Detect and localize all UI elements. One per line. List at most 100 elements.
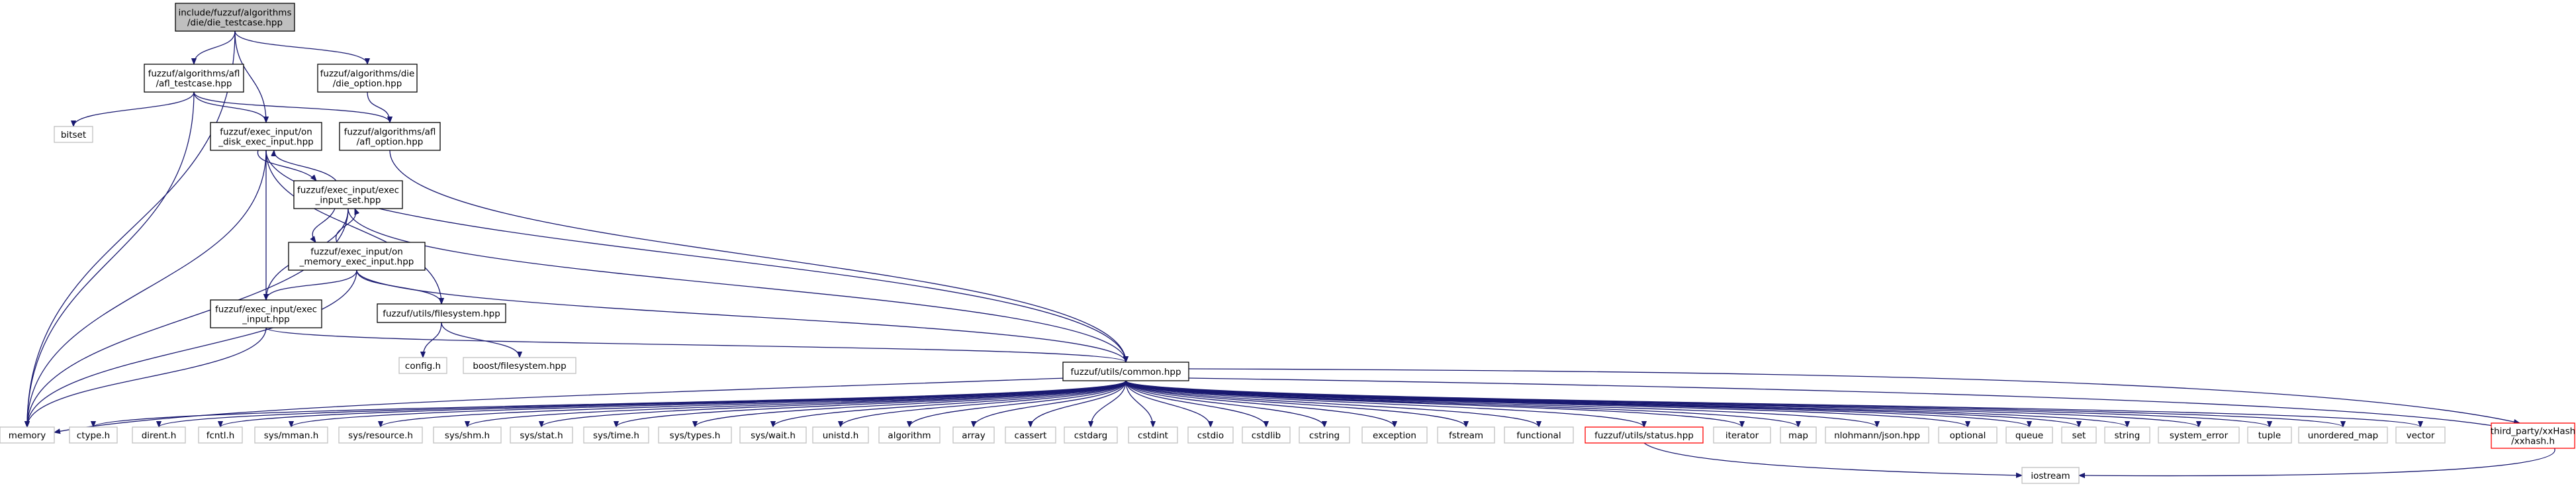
edge-path [274, 150, 337, 181]
edge-path [1125, 380, 1644, 428]
node-box [1187, 426, 1234, 444]
node-label: queue [2015, 430, 2043, 441]
node-box [1361, 426, 1428, 444]
edge-common-to-memory [54, 377, 1066, 432]
node-json: nlohmann/json.hpp [1825, 426, 1929, 444]
node-label: include/fuzzuf/algorithms [179, 8, 292, 19]
edge-common-to-fstream [1125, 380, 1466, 428]
edge-path [974, 380, 1127, 428]
node-label: cassert [1015, 430, 1047, 441]
node-label: _disk_exec_input.hpp [218, 137, 314, 148]
node-label: optional [1950, 430, 1986, 441]
edge-path [367, 91, 390, 122]
node-label: set [2072, 430, 2086, 441]
node-box [1062, 362, 1189, 381]
node-label: /afl_option.hpp [357, 137, 424, 148]
node-box [1005, 426, 1056, 444]
node-box [210, 122, 322, 151]
edge-eiset-to-common [347, 208, 1126, 362]
edge-path [1125, 380, 1153, 427]
node-status[interactable]: fuzzuf/utils/status.hpp [1585, 426, 1704, 444]
edge-onmem-to-execin [266, 269, 357, 301]
node-mman: sys/mman.h [254, 426, 328, 444]
node-execin[interactable]: fuzzuf/exec_input/exec_input.hpp [210, 299, 322, 328]
node-cstdint: cstdint [1128, 426, 1178, 444]
node-label: _input.hpp [242, 315, 289, 325]
edge-ondisk-to-memory [27, 150, 267, 427]
node-box [144, 64, 244, 93]
edge-common-to-stat [541, 380, 1127, 428]
node-common[interactable]: fuzzuf/utils/common.hpp [1062, 362, 1189, 381]
node-time: sys/time.h [583, 426, 649, 444]
edge-common-to-xxhash [1188, 368, 2520, 423]
node-label: exception [1373, 430, 1416, 441]
edge-path [54, 377, 1066, 432]
node-root[interactable]: include/fuzzuf/algorithms/die/die_testca… [175, 3, 295, 32]
edge-execin-to-common [265, 327, 1126, 363]
node-iostream: iostream [2021, 467, 2080, 484]
edge-path [1125, 380, 1266, 428]
node-box [254, 426, 328, 444]
edge-common-to-array [974, 380, 1127, 428]
edge-path [1125, 380, 2420, 428]
node-label: unordered_map [2308, 430, 2378, 441]
edge-path [265, 150, 441, 304]
node-label: /die/die_testcase.hpp [187, 18, 283, 28]
node-aflopt[interactable]: fuzzuf/algorithms/afl/afl_option.hpp [339, 122, 441, 151]
edge-common-to-cstdarg [1091, 380, 1127, 427]
edge-common-to-vector [1125, 380, 2420, 428]
edge-eiset-to-onmem [312, 208, 336, 242]
edge-path [441, 322, 520, 358]
node-ondisk[interactable]: fuzzuf/exec_input/on_disk_exec_input.hpp [210, 122, 322, 151]
edge-path [234, 30, 367, 65]
node-bitset: bitset [54, 126, 93, 143]
edge-onmem-to-eiset [335, 209, 356, 243]
node-dieopt[interactable]: fuzzuf/algorithms/die/die_option.hpp [317, 64, 418, 93]
node-fsys[interactable]: fuzzuf/utils/filesystem.hpp [377, 303, 506, 323]
node-string: string [2104, 426, 2150, 444]
edge-path [27, 150, 267, 427]
edge-path [1125, 380, 1211, 428]
node-box [1938, 426, 1998, 444]
node-label: nlohmann/json.hpp [1834, 430, 1920, 441]
node-eiset[interactable]: fuzzuf/exec_input/exec_input_set.hpp [293, 180, 403, 209]
node-onmem[interactable]: fuzzuf/exec_input/on_memory_exec_input.h… [288, 242, 426, 271]
edge-fsys-to-boostfs [441, 322, 520, 358]
node-cstdlib: cstdlib [1242, 426, 1291, 444]
node-cstring: cstring [1299, 426, 1350, 444]
node-set: set [2061, 426, 2097, 444]
edge-execin-to-memory [27, 327, 267, 427]
node-label: fuzzuf/utils/common.hpp [1070, 367, 1181, 377]
node-label: config.h [405, 361, 441, 371]
edge-common-to-status [1125, 380, 1644, 428]
node-memory: memory [0, 426, 55, 444]
node-label: /die_option.hpp [333, 79, 402, 89]
edge-fsys-to-config [423, 322, 442, 358]
edge-root-to-ondisk [234, 30, 266, 122]
node-label: /afl_testcase.hpp [156, 79, 232, 89]
node-box [463, 357, 576, 374]
node-label: fuzzuf/algorithms/die [320, 69, 415, 79]
node-label: system_error [2170, 430, 2229, 441]
edge-path [194, 30, 236, 65]
node-stat: sys/stat.h [510, 426, 573, 444]
node-label: fuzzuf/exec_input/on [220, 127, 312, 138]
edge-root-to-afltc [194, 30, 236, 65]
edge-path [1643, 442, 2022, 475]
node-label: dirent.h [142, 430, 177, 441]
node-label: array [962, 430, 985, 441]
node-box [317, 64, 418, 93]
node-xxhash[interactable]: third_party/xxHash/xxhash.h [2491, 422, 2575, 449]
node-afltc[interactable]: fuzzuf/algorithms/afl/afl_testcase.hpp [144, 64, 244, 93]
node-label: iterator [1725, 430, 1759, 441]
node-label: cstdint [1138, 430, 1168, 441]
edge-common-to-syserr [1125, 380, 2199, 428]
edge-path [695, 380, 1127, 428]
node-label: algorithm [888, 430, 931, 441]
edge-path [266, 269, 357, 301]
edge-dieopt-to-aflopt [367, 91, 390, 122]
edge-path [356, 269, 1126, 362]
node-label: sys/wait.h [751, 430, 796, 441]
edge-path [257, 150, 316, 181]
node-label: cstring [1309, 430, 1340, 441]
